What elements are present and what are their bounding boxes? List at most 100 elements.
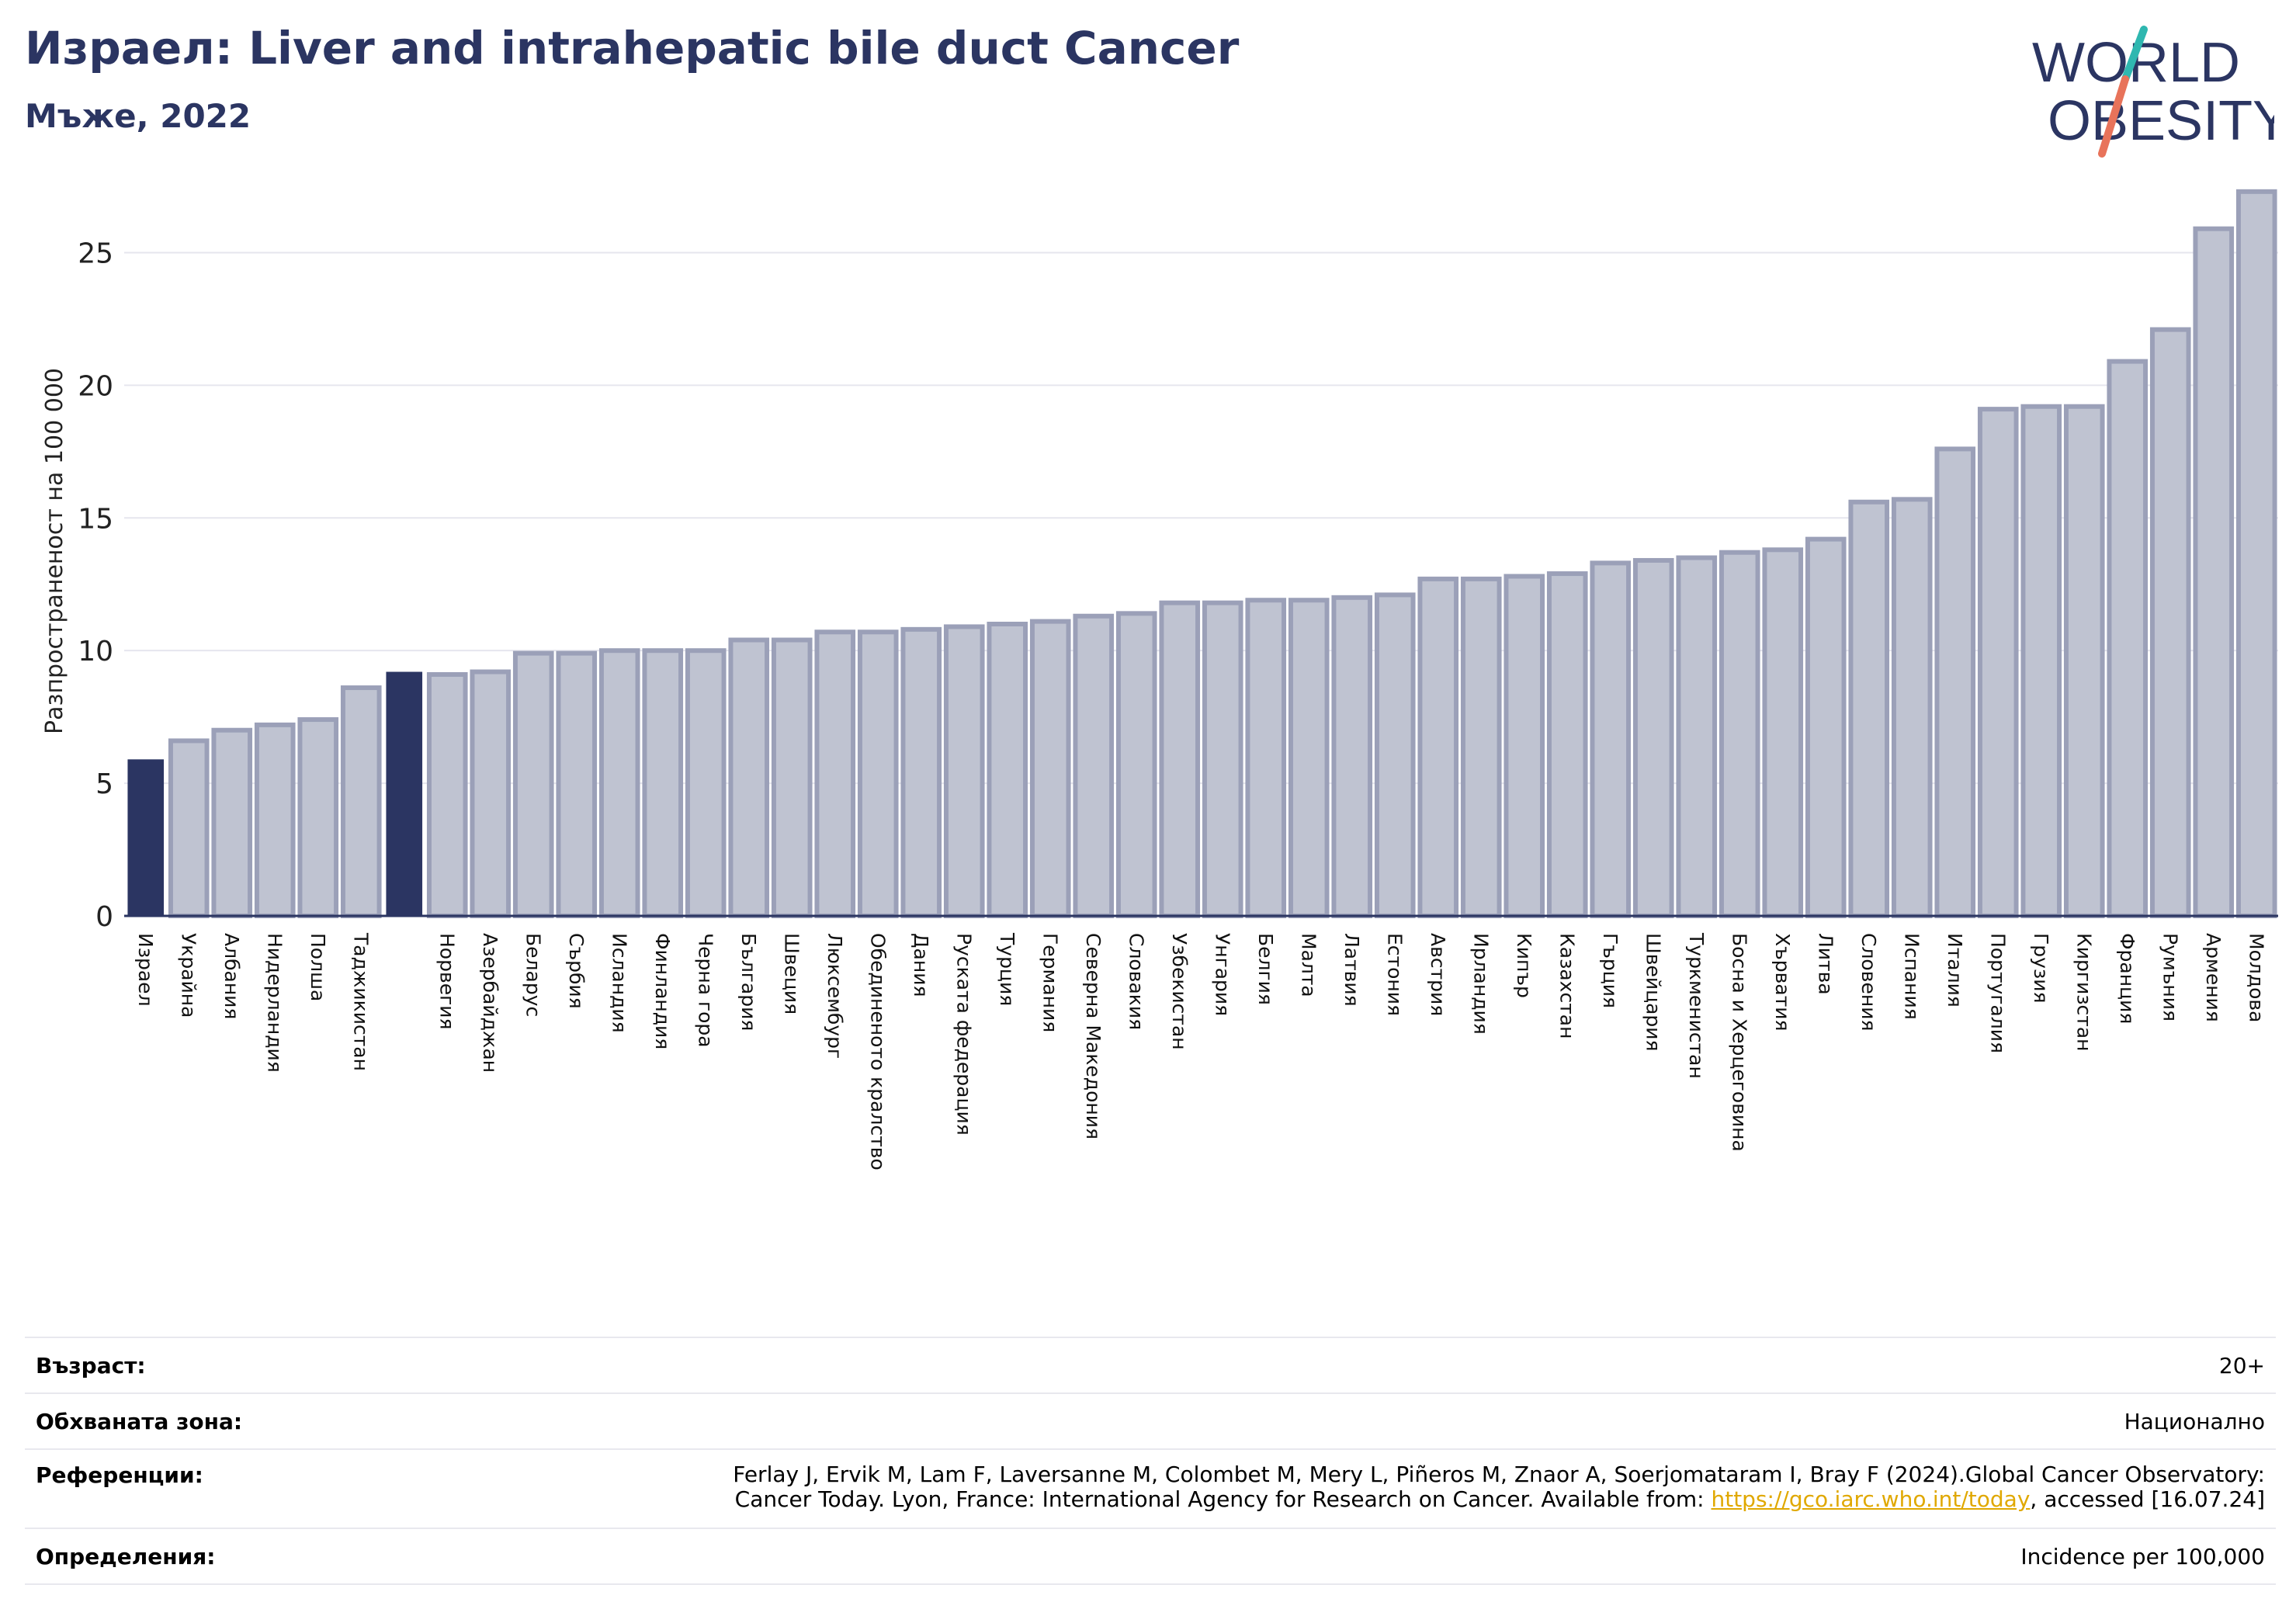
x-tick-label: Исландия bbox=[608, 933, 630, 1033]
references-line2-post: , accessed [16.07.24] bbox=[2030, 1486, 2265, 1512]
x-tick-label: Хърватия bbox=[1771, 933, 1794, 1032]
x-tick-label: Беларус bbox=[522, 933, 544, 1017]
x-tick-label: Таджикистан bbox=[349, 932, 372, 1071]
x-tick-label: Грузия bbox=[2030, 933, 2052, 1004]
page-title: Израел: Liver and intrahepatic bile duct… bbox=[25, 22, 1240, 75]
references-link[interactable]: https://gco.iarc.who.int/today bbox=[1711, 1486, 2031, 1512]
bar bbox=[1374, 592, 1416, 919]
x-tick-label: Полша bbox=[307, 933, 329, 1001]
bar bbox=[2020, 404, 2062, 918]
x-tick-label: Черна гора bbox=[694, 933, 716, 1048]
x-tick-label: Израел bbox=[134, 933, 157, 1007]
bar bbox=[1546, 571, 1588, 919]
bar bbox=[297, 717, 339, 919]
bar bbox=[340, 685, 382, 918]
info-row-area: Обхваната зона: Национално bbox=[25, 1392, 2276, 1448]
y-tick-label: 10 bbox=[78, 636, 113, 668]
bar bbox=[900, 626, 942, 918]
logo-line2: OBESITY bbox=[2048, 90, 2274, 152]
bar bbox=[1417, 576, 1459, 919]
x-tick-label: Малта bbox=[1297, 933, 1320, 997]
bar bbox=[2193, 226, 2235, 918]
bar bbox=[943, 624, 985, 918]
x-tick-label: Италия bbox=[1944, 933, 1966, 1007]
x-tick-label: Кипър bbox=[1513, 933, 1535, 998]
bar bbox=[728, 637, 770, 918]
bar bbox=[598, 648, 640, 918]
bar bbox=[426, 671, 468, 918]
x-tick-label: Молдова bbox=[2245, 933, 2267, 1022]
bar bbox=[168, 738, 210, 919]
x-tick-label: Северна Македония bbox=[1082, 933, 1105, 1139]
x-tick-label: Азербайджан bbox=[479, 933, 501, 1073]
x-tick-label: Турция bbox=[996, 932, 1018, 1006]
x-tick-label: Нидерландия bbox=[263, 933, 286, 1073]
info-table: Възраст: 20+ Обхваната зона: Национално … bbox=[25, 1337, 2276, 1585]
info-row-references: Референции: Ferlay J, Ervik M, Lam F, La… bbox=[25, 1448, 2276, 1528]
x-tick-label: Румъния bbox=[2159, 933, 2181, 1021]
bar bbox=[1848, 499, 1890, 918]
x-tick-label: Белгия bbox=[1254, 933, 1277, 1005]
y-tick-label: 15 bbox=[78, 503, 113, 535]
x-tick-label: Швеция bbox=[780, 933, 803, 1014]
bar bbox=[2235, 189, 2277, 918]
references-line2-pre: Cancer Today. Lyon, France: Internationa… bbox=[734, 1486, 1712, 1512]
page-subtitle: Мъже, 2022 bbox=[25, 97, 251, 135]
x-tick-label: Португалия bbox=[1986, 933, 2009, 1053]
bar bbox=[254, 722, 296, 919]
bar bbox=[470, 669, 512, 918]
bar bbox=[512, 650, 554, 918]
bar bbox=[556, 650, 598, 918]
y-axis-title: Разпространеност на 100 000 bbox=[41, 368, 68, 734]
x-tick-label: Австрия bbox=[1427, 933, 1449, 1016]
age-value: 20+ bbox=[2218, 1352, 2265, 1379]
x-tick-label: Украйна bbox=[177, 933, 199, 1018]
bar bbox=[1676, 555, 1718, 919]
bar bbox=[1029, 619, 1071, 919]
bar bbox=[2149, 327, 2191, 918]
bar bbox=[771, 637, 813, 918]
bar bbox=[2063, 404, 2105, 918]
bar bbox=[1762, 547, 1804, 918]
x-tick-label: Узбекистан bbox=[1168, 933, 1191, 1050]
y-tick-label: 20 bbox=[78, 370, 113, 402]
bar bbox=[814, 629, 856, 918]
area-label: Обхваната зона: bbox=[36, 1408, 243, 1434]
x-tick-label: Туркменистан bbox=[1685, 932, 1708, 1079]
references-label: Референции: bbox=[36, 1462, 203, 1488]
bar bbox=[1503, 574, 1545, 918]
x-tick-label: Киргизстан bbox=[2072, 933, 2095, 1052]
bar bbox=[1632, 557, 1674, 918]
bar bbox=[2107, 359, 2149, 919]
bar bbox=[1159, 600, 1201, 918]
x-tick-label: Норвегия bbox=[435, 933, 458, 1030]
y-tick-label: 0 bbox=[95, 901, 113, 933]
bar bbox=[1977, 407, 2019, 918]
x-tick-label: Франция bbox=[2116, 933, 2138, 1024]
x-tick-label: Дания bbox=[910, 933, 932, 997]
bar bbox=[1115, 611, 1157, 918]
bar bbox=[1202, 600, 1243, 918]
bar bbox=[1719, 550, 1760, 919]
age-label: Възраст: bbox=[36, 1352, 146, 1379]
x-tick-label: Руската федерация bbox=[952, 933, 975, 1136]
bar-chart: 0 5 10 15 20 25 Разпространеност на 100 000 Изр… bbox=[41, 189, 2278, 1170]
bar bbox=[1331, 595, 1373, 918]
x-tick-label: Испания bbox=[1900, 933, 1923, 1020]
bar bbox=[386, 671, 423, 916]
x-tick-label: Босна и Херцеговина bbox=[1728, 933, 1750, 1152]
x-tick-label: България bbox=[737, 933, 760, 1031]
x-tick-label: Ирландия bbox=[1469, 933, 1492, 1035]
x-tick-label: Швейцария bbox=[1642, 933, 1664, 1052]
y-tick-label: 5 bbox=[95, 768, 113, 800]
bar bbox=[685, 648, 727, 918]
x-tick-label: Гърция bbox=[1599, 933, 1621, 1008]
x-tick-label: Словения bbox=[1857, 933, 1880, 1031]
bar bbox=[857, 629, 899, 918]
x-tick-label: Словакия bbox=[1125, 933, 1147, 1030]
y-tick-label: 25 bbox=[78, 238, 113, 269]
logo-slash-coral-icon bbox=[2098, 75, 2129, 158]
bar bbox=[1590, 560, 1632, 919]
x-tick-label: Казахстан bbox=[1556, 933, 1578, 1039]
bar bbox=[642, 648, 684, 918]
